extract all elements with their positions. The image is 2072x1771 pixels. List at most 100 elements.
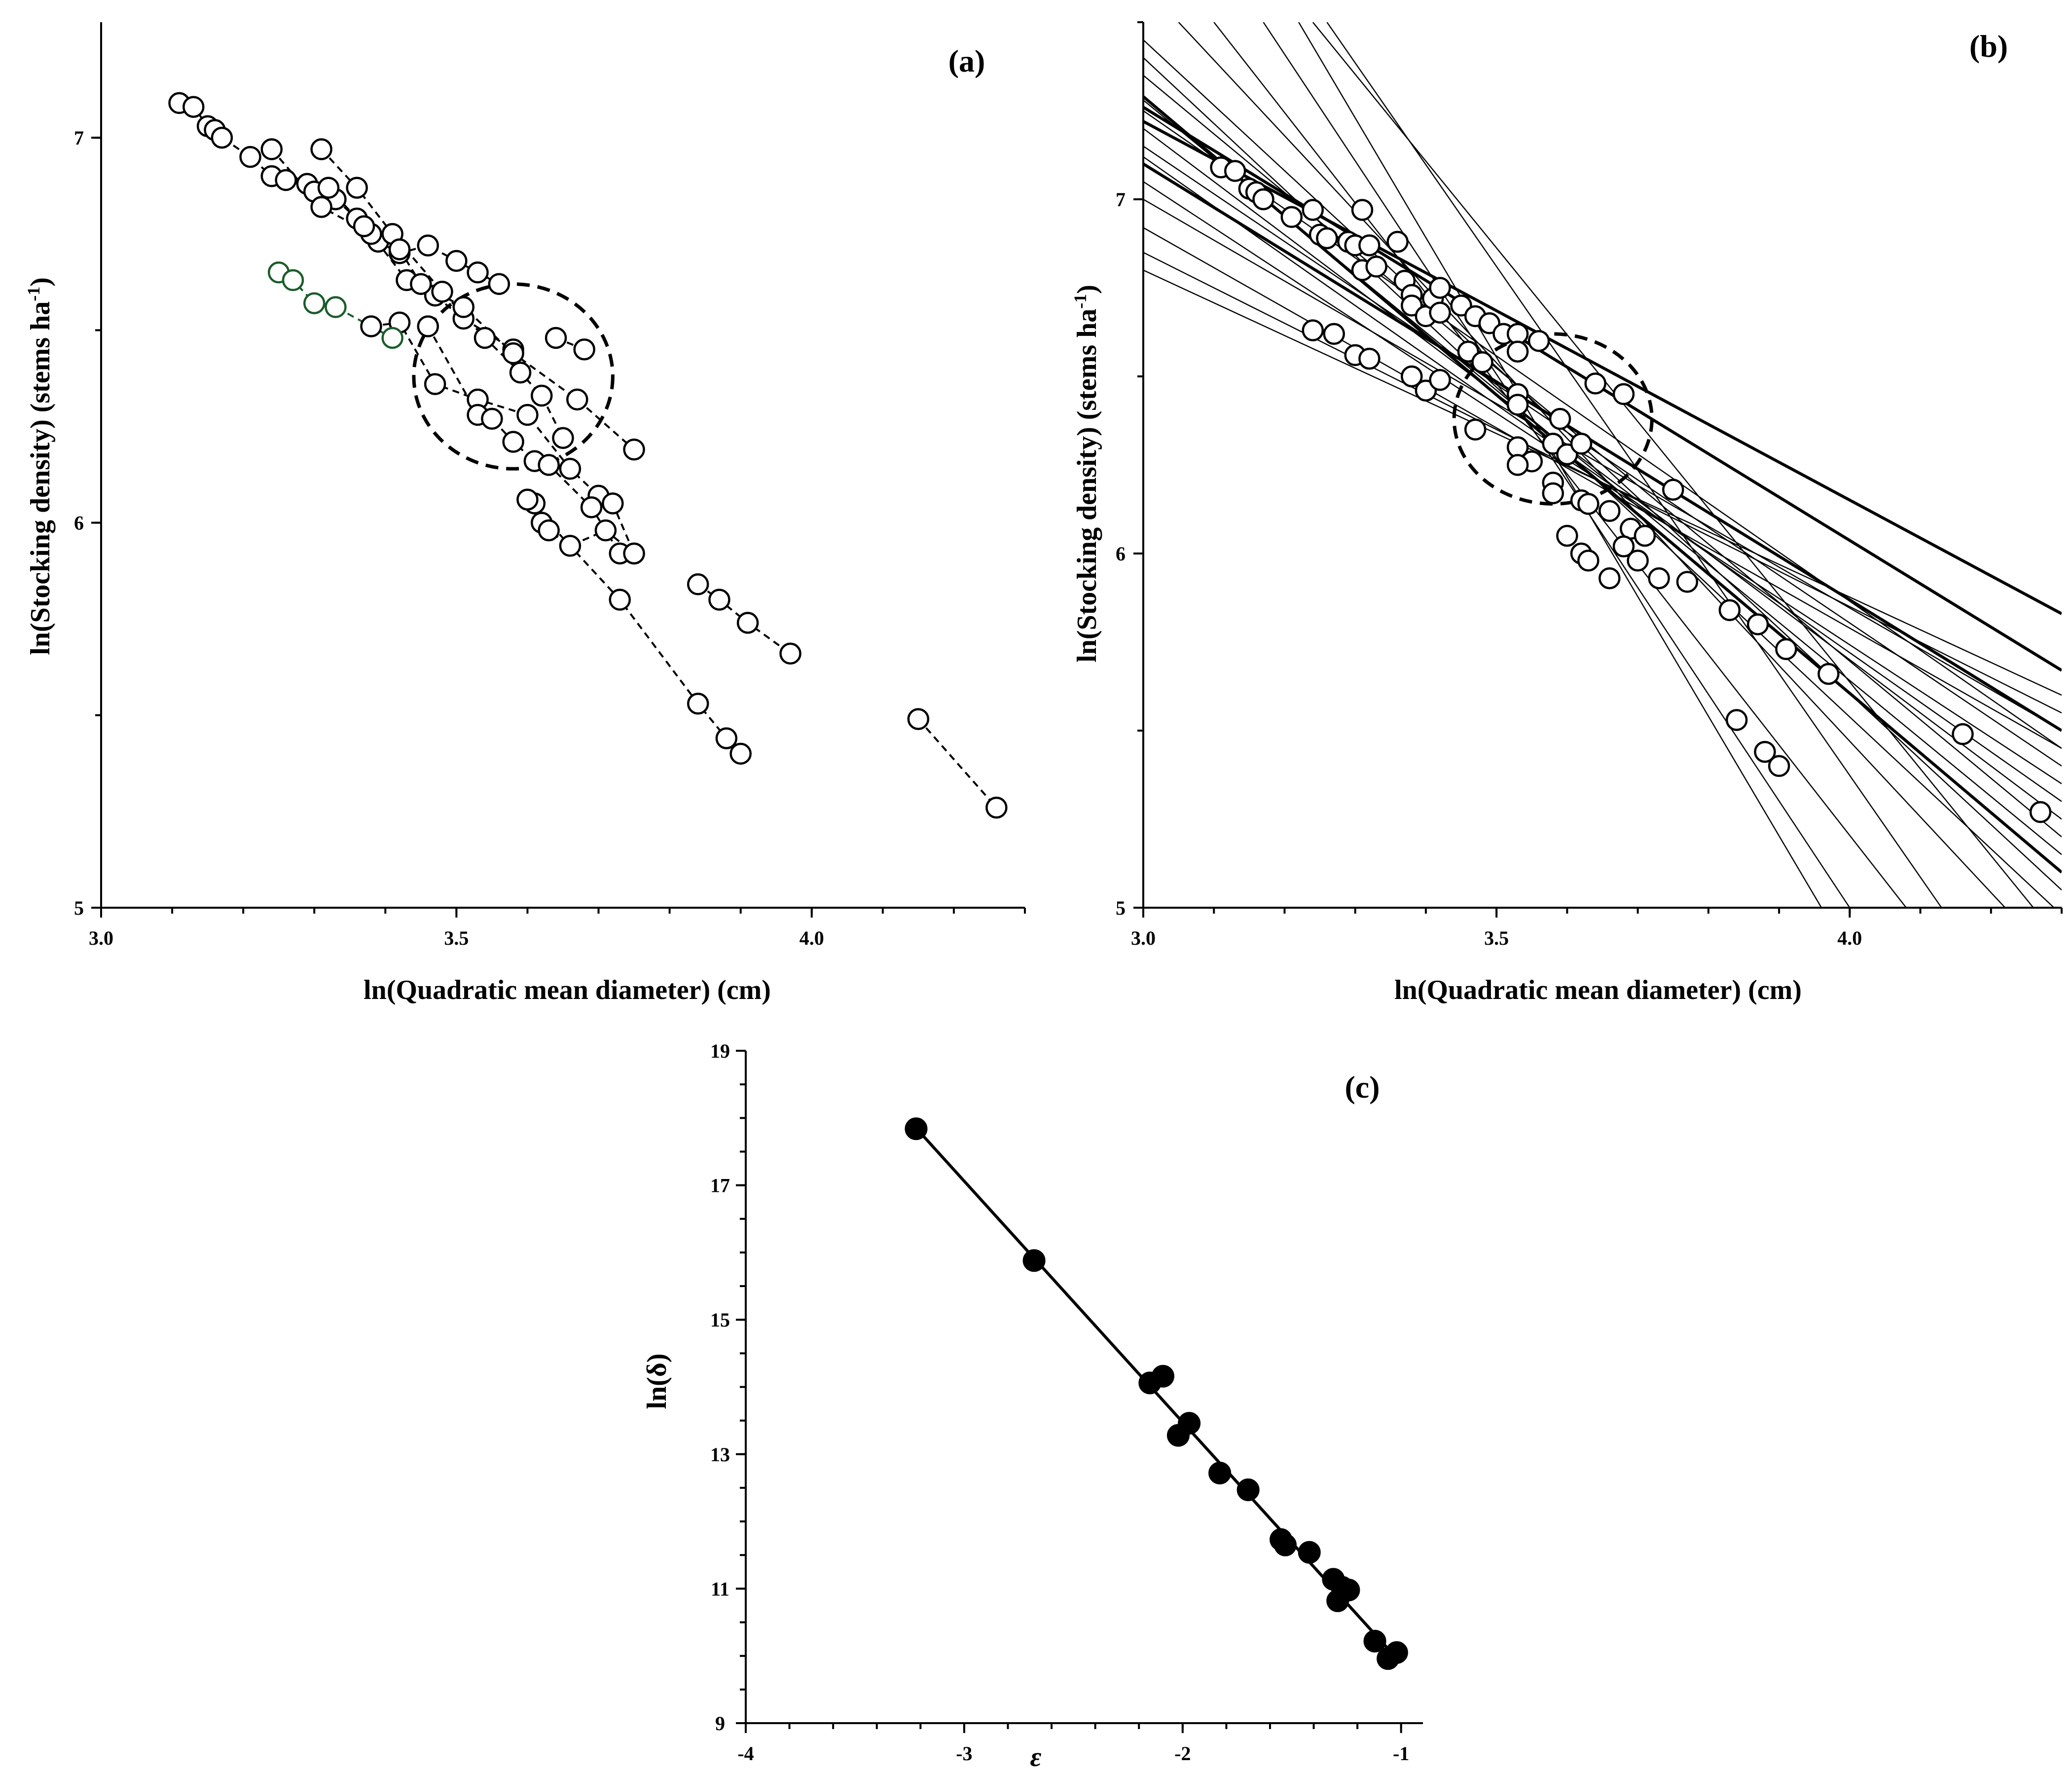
panel-b-point-65 xyxy=(1648,567,1670,590)
panel-a-point-plot-6-2 xyxy=(424,373,446,395)
panel-b-point-1 xyxy=(1224,160,1246,182)
panel-b-point-57 xyxy=(1634,524,1656,547)
panel-a-point-plot-1-7 xyxy=(275,169,297,191)
panel-a-point-plot-9-2 xyxy=(736,612,759,634)
panel-a-x-tick-label: 3.5 xyxy=(444,927,469,949)
panel-b-point-75 xyxy=(2029,801,2052,823)
panel-c-x-tick-label: -3 xyxy=(956,1742,972,1765)
panel-b-point-46 xyxy=(1506,454,1529,476)
panel-b-fit-line-11 xyxy=(1143,74,2062,838)
panel-b-x-tick-label: 3.0 xyxy=(1131,927,1156,949)
panel-b-point-73 xyxy=(1768,755,1790,777)
panel-b-point-63 xyxy=(1577,550,1599,572)
panel-b-ticks: 3.0 3.5 4.0 5 6 7 xyxy=(1116,21,2063,949)
panel-c-point-5 xyxy=(1178,1412,1201,1435)
panel-a: 3.0 3.5 4.0 5 6 7 (a) ln(Quadratic mean diame… xyxy=(24,22,1026,1005)
panel-b-point-28 xyxy=(1506,340,1529,363)
panel-b-y-axis-title-end: ) xyxy=(1072,285,1102,294)
panel-a-point-plot-11-1 xyxy=(985,796,1008,819)
panel-c-y-tick-label: 9 xyxy=(715,1712,725,1734)
panel-b-points xyxy=(1210,156,2052,823)
panel-b-fit-line-17 xyxy=(1178,22,2006,908)
panel-a-x-tick-label: 4.0 xyxy=(800,927,824,949)
panel-a-point-plot-3-1 xyxy=(346,177,368,199)
panel-b: 3.0 3.5 4.0 5 6 7 (b) ln(Quadratic mean diame… xyxy=(1070,21,2063,1005)
panel-b-x-tick-label: 4.0 xyxy=(1837,927,1862,949)
panel-a-point-plot-3-6 xyxy=(531,384,553,407)
panel-b-point-21 xyxy=(1429,277,1451,299)
panel-a-point-plot-7-6 xyxy=(580,496,603,518)
panel-c-y-tick-label: 17 xyxy=(710,1175,730,1197)
panel-a-point-plot-7-5 xyxy=(538,454,560,476)
panel-a-point-plot-4-6 xyxy=(566,388,588,411)
panel-b-fit-line-9 xyxy=(1143,128,2062,820)
panel-a-point-plot-3-4 xyxy=(473,327,496,349)
panel-a-point-plot-1-1 xyxy=(182,96,205,118)
panel-a-point-plot-10-3 xyxy=(715,727,738,749)
panel-a-point-plot-1-17 xyxy=(488,273,510,295)
panel-b-point-33 xyxy=(1323,323,1345,345)
panel-b-y-axis-title-main: ln(Stocking density) (stems ha xyxy=(1072,309,1102,663)
panel-a-series-line-plot-10 xyxy=(526,499,742,755)
panel-a-series-line-plot-9 xyxy=(697,583,791,655)
panel-a-point-plot-6-7 xyxy=(602,492,624,515)
panel-b-point-50 xyxy=(1570,433,1593,455)
panel-b-point-29 xyxy=(1527,330,1550,352)
panel-a-plot-area xyxy=(168,92,1008,819)
panel-c-point-7 xyxy=(1236,1478,1260,1502)
panel-c-point-17 xyxy=(1385,1641,1408,1664)
panel-b-x-tick-label: 3.5 xyxy=(1484,927,1509,949)
panel-b-fit-line-12 xyxy=(1143,57,2055,908)
panel-a-point-plot-8-3 xyxy=(559,535,582,557)
panel-b-point-8 xyxy=(1316,227,1338,250)
panel-a-highlight-ellipse xyxy=(412,282,615,471)
panel-a-point-plot-8-2 xyxy=(538,519,560,542)
panel-a-point-plot-3-7 xyxy=(552,427,574,449)
panel-b-point-32 xyxy=(1302,319,1324,341)
panel-b-point-39 xyxy=(1464,418,1487,441)
panel-b-fit-line-0 xyxy=(1143,120,2062,615)
panel-b-point-4 xyxy=(1252,188,1274,211)
panel-b-point-41 xyxy=(1506,394,1529,416)
panel-a-point-plot-9-0 xyxy=(687,573,709,595)
panel-b-x-axis-title: ln(Quadratic mean diameter) (cm) xyxy=(1394,975,1802,1005)
panel-b-point-52 xyxy=(1542,482,1564,505)
panel-b-y-tick-label: 5 xyxy=(1116,897,1126,919)
panel-b-point-72 xyxy=(1754,740,1776,763)
panel-a-point-plot-green-3 xyxy=(325,296,347,318)
panel-b-highlight xyxy=(1452,332,1654,506)
panel-a-point-plot-4-2 xyxy=(388,238,411,260)
panel-b-point-70 xyxy=(1818,663,1840,685)
panel-a-point-plot-4-1 xyxy=(353,215,375,237)
panel-c-ticks: -4 -3 -2 -1 9 11 13 15 17 19 xyxy=(710,1040,1409,1765)
panel-b-point-54 xyxy=(1577,493,1599,515)
panel-b-point-22 xyxy=(1429,301,1451,324)
panel-a-point-plot-1-5 xyxy=(239,146,261,168)
panel-c-x-tick-label: -1 xyxy=(1393,1742,1409,1765)
panel-c-y-tick-label: 13 xyxy=(710,1443,730,1466)
panel-b-point-38 xyxy=(1429,369,1451,391)
panel-a-point-plot-11-0 xyxy=(907,708,930,730)
panel-a-label: (a) xyxy=(948,43,985,78)
panel-b-point-15 xyxy=(1386,230,1409,253)
panel-b-y-tick-label: 7 xyxy=(1116,188,1126,211)
panel-a-series-line-plot-11 xyxy=(917,718,997,809)
panel-a-point-plot-4-7 xyxy=(623,439,645,461)
panel-b-fit-line-4 xyxy=(1143,227,2062,749)
panel-a-point-plot-7-2 xyxy=(481,407,503,430)
panel-c-y-axis-title: ln(δ) xyxy=(642,1353,672,1409)
panel-b-y-tick-label: 6 xyxy=(1116,543,1126,565)
panel-b-fit-line-22 xyxy=(1312,22,2034,908)
panel-a-point-plot-1-4 xyxy=(211,126,233,149)
panel-a-x-tick-label: 3.0 xyxy=(89,927,113,949)
panel-a-y-tick-label: 6 xyxy=(74,512,84,534)
panel-a-point-plot-4-0 xyxy=(317,177,340,199)
panel-c-point-1 xyxy=(1022,1249,1046,1272)
panel-c-x-tick-label: -2 xyxy=(1174,1742,1191,1765)
panel-a-point-plot-4-3 xyxy=(410,273,432,295)
panel-a-point-plot-6-0 xyxy=(360,315,382,337)
panel-a-point-plot-10-4 xyxy=(729,742,752,765)
panel-b-point-60 xyxy=(1662,479,1684,501)
panel-a-point-plot-1-16 xyxy=(467,261,489,284)
panel-c-point-3 xyxy=(1151,1365,1174,1388)
